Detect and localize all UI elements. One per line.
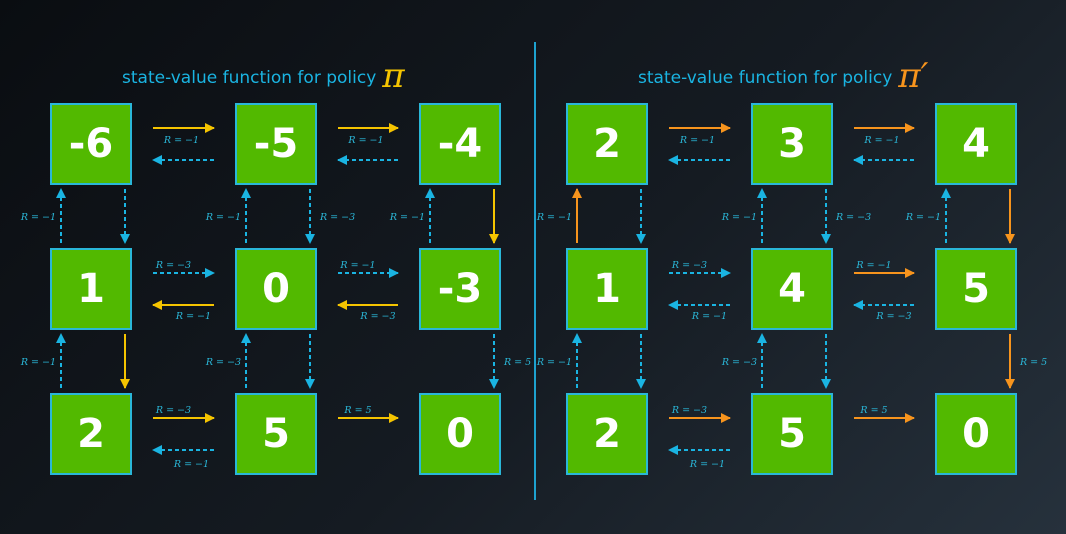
state-cell-r2c0: 2 — [50, 393, 132, 475]
reward-label: R = −1 — [205, 212, 241, 223]
reward-label: R = −1 — [721, 212, 757, 223]
state-cell-r0c1: 3 — [751, 103, 833, 185]
reward-label: R = −1 — [163, 135, 199, 146]
reward-label: R = −1 — [855, 260, 891, 271]
reward-label: R = −3 — [671, 260, 707, 271]
state-cell-r1c1: 4 — [751, 248, 833, 330]
state-cell-r0c0: -6 — [50, 103, 132, 185]
reward-label: R = −1 — [905, 212, 941, 223]
panel-title-pi: state-value function for policy π — [122, 58, 405, 94]
pi-prime-symbol: π′ — [898, 56, 929, 96]
reward-label: R = −3 — [671, 405, 707, 416]
reward-label: R = −1 — [20, 212, 56, 223]
reward-label: R = −1 — [175, 311, 211, 322]
title-text: state-value function for policy — [122, 68, 377, 88]
reward-label: R = −3 — [875, 311, 911, 322]
reward-label: R = −1 — [536, 357, 572, 368]
reward-label: R = −3 — [721, 357, 757, 368]
pi-symbol: π — [382, 56, 405, 96]
reward-label: R = −3 — [319, 212, 355, 223]
title-text: state-value function for policy — [638, 68, 893, 88]
reward-label: R = −3 — [359, 311, 395, 322]
reward-label: R = −3 — [205, 357, 241, 368]
state-cell-r2c1: 5 — [235, 393, 317, 475]
state-cell-r1c1: 0 — [235, 248, 317, 330]
state-cell-r1c2: 5 — [935, 248, 1017, 330]
reward-label: R = −1 — [536, 212, 572, 223]
reward-label: R = −3 — [155, 260, 191, 271]
reward-label: R = 5 — [503, 357, 531, 368]
reward-label: R = −1 — [20, 357, 56, 368]
state-cell-r2c0: 2 — [566, 393, 648, 475]
reward-label: R = −3 — [155, 405, 191, 416]
state-cell-r2c2: 0 — [419, 393, 501, 475]
state-cell-r1c2: -3 — [419, 248, 501, 330]
reward-label: R = −1 — [347, 135, 383, 146]
reward-label: R = 5 — [1019, 357, 1047, 368]
reward-label: R = −1 — [339, 260, 375, 271]
reward-label: R = −1 — [679, 135, 715, 146]
state-cell-r1c0: 1 — [566, 248, 648, 330]
state-cell-r0c2: 4 — [935, 103, 1017, 185]
reward-label: R = −3 — [835, 212, 871, 223]
state-cell-r0c1: -5 — [235, 103, 317, 185]
state-cell-r2c1: 5 — [751, 393, 833, 475]
panel-divider — [534, 42, 536, 500]
state-cell-r0c0: 2 — [566, 103, 648, 185]
reward-label: R = −1 — [389, 212, 425, 223]
reward-label: R = 5 — [343, 405, 371, 416]
reward-label: R = −1 — [689, 459, 725, 470]
panel-title-pi-prime: state-value function for policy π′ — [638, 58, 928, 94]
reward-label: R = −1 — [863, 135, 899, 146]
state-cell-r2c2: 0 — [935, 393, 1017, 475]
reward-label: R = −1 — [691, 311, 727, 322]
reward-label: R = 5 — [859, 405, 887, 416]
reward-label: R = −1 — [173, 459, 209, 470]
state-cell-r0c2: -4 — [419, 103, 501, 185]
state-cell-r1c0: 1 — [50, 248, 132, 330]
